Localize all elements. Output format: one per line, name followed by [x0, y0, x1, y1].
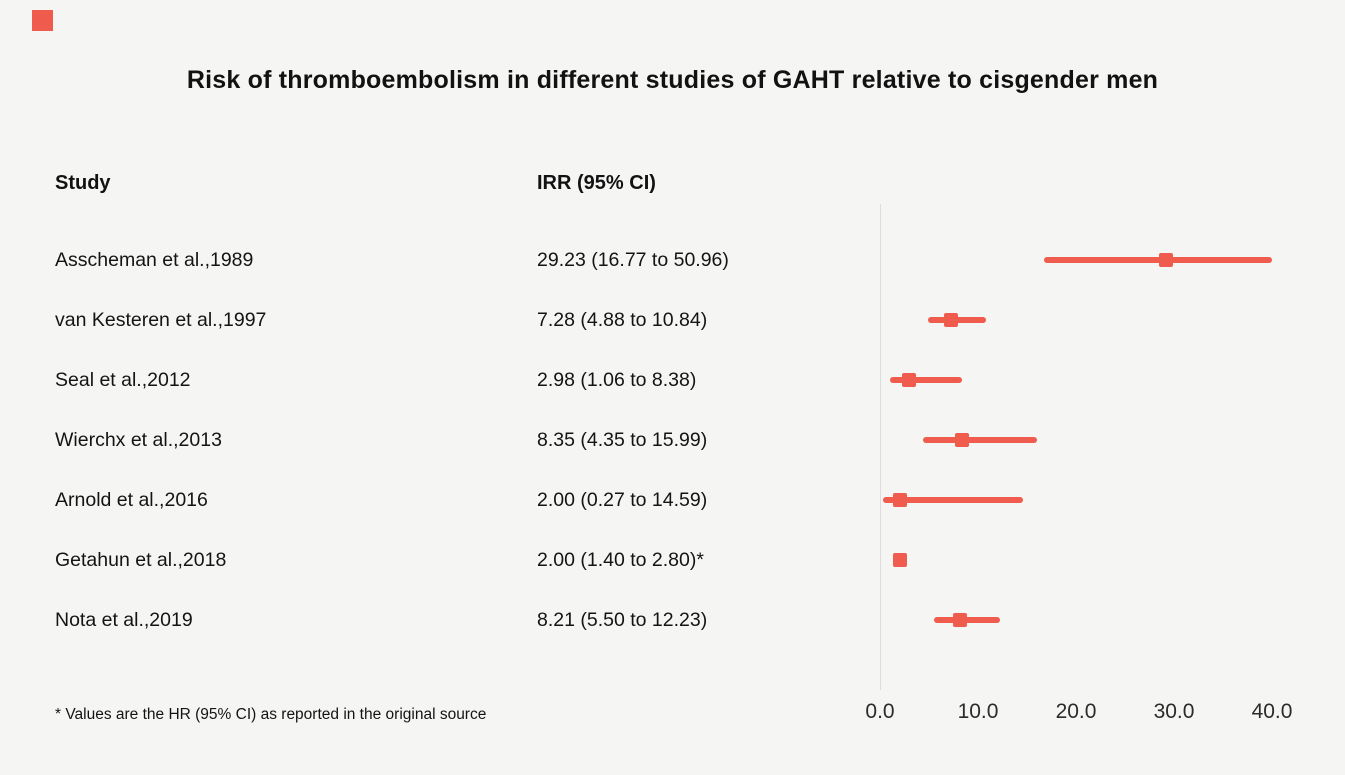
irr-column-header: IRR (95% CI) — [537, 172, 656, 194]
confidence-interval-line — [1044, 257, 1272, 263]
confidence-interval-line — [933, 617, 1000, 623]
irr-value-label: 2.00 (0.27 to 14.59) — [537, 488, 708, 511]
x-axis-tick-label: 20.0 — [1055, 700, 1097, 723]
axis-zero-line — [880, 204, 881, 690]
point-estimate-marker — [1159, 253, 1174, 267]
irr-value-label: 8.35 (4.35 to 15.99) — [537, 428, 708, 451]
confidence-interval-line — [922, 437, 1037, 443]
irr-value-label: 29.23 (16.77 to 50.96) — [537, 248, 729, 271]
study-label: Asscheman et al.,1989 — [55, 248, 254, 271]
x-axis-tick-label: 0.0 — [865, 700, 895, 723]
point-estimate-marker — [953, 613, 968, 627]
study-column-header: Study — [55, 172, 111, 194]
study-label: Seal et al.,2012 — [55, 368, 191, 391]
irr-value-label: 8.21 (5.50 to 12.23) — [537, 608, 708, 631]
x-axis-tick-label: 40.0 — [1251, 700, 1293, 723]
study-label: van Kesteren et al.,1997 — [55, 308, 267, 331]
study-label: Wierchx et al.,2013 — [55, 428, 222, 451]
confidence-interval-line — [927, 317, 987, 323]
irr-column: 29.23 (16.77 to 50.96) 7.28 (4.88 to 10.8… — [537, 230, 857, 650]
x-axis-tick-label: 10.0 — [957, 700, 999, 723]
confidence-interval-line — [890, 377, 963, 383]
study-column: Asscheman et al.,1989 van Kesteren et al.… — [55, 230, 475, 650]
study-label: Arnold et al.,2016 — [55, 488, 208, 511]
confidence-interval-line — [893, 557, 908, 563]
brand-logo-square — [32, 10, 53, 31]
point-estimate-marker — [954, 433, 969, 447]
point-estimate-marker — [892, 493, 907, 507]
chart-title: Risk of thromboembolism in different stu… — [186, 66, 1159, 94]
point-estimate-marker — [892, 553, 907, 567]
footnote: * Values are the HR (95% CI) as reported… — [55, 706, 487, 723]
irr-value-label: 2.00 (1.40 to 2.80)* — [537, 548, 704, 571]
study-label: Getahun et al.,2018 — [55, 548, 227, 571]
point-estimate-marker — [944, 313, 959, 327]
irr-value-label: 2.98 (1.06 to 8.38) — [537, 368, 697, 391]
point-estimate-marker — [902, 373, 917, 387]
irr-value-label: 7.28 (4.88 to 10.84) — [537, 308, 708, 331]
x-axis-tick-label: 30.0 — [1153, 700, 1195, 723]
confidence-interval-line — [882, 497, 1023, 503]
study-label: Nota et al.,2019 — [55, 608, 193, 631]
